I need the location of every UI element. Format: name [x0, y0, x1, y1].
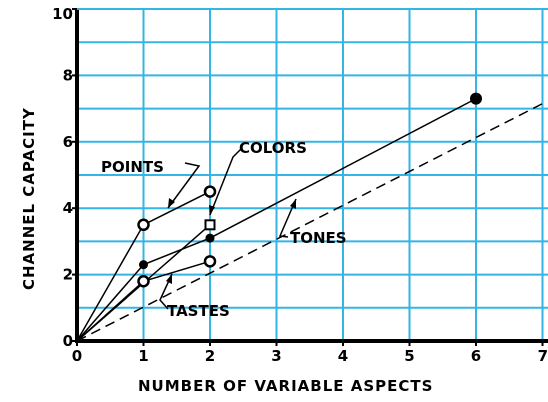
tastes-point: [137, 274, 150, 288]
x-tick-label: 1: [138, 347, 148, 365]
annotations: POINTS COLORS TONES TASTES: [101, 139, 347, 320]
points-label: POINTS: [101, 158, 164, 176]
trend-line: [76, 102, 543, 342]
tastes-annotation: TASTES: [159, 273, 230, 320]
colors-label: COLORS: [239, 139, 307, 157]
points-point: [137, 218, 150, 232]
tones-arrowhead: [290, 199, 296, 209]
points-leader: [167, 162, 201, 209]
x-axis-title: NUMBER OF VARIABLE ASPECTS: [138, 377, 433, 395]
tones-leader: [278, 198, 297, 238]
tones-point: [139, 260, 148, 270]
y-tick-label: 8: [63, 66, 73, 84]
y-axis-title: CHANNEL CAPACITY: [20, 107, 38, 290]
x-tick-label: 3: [271, 347, 281, 365]
tastes-point: [203, 255, 217, 268]
tones-line: [76, 97, 477, 342]
y-tick-label: 10: [52, 5, 73, 23]
tones-label: TONES: [290, 229, 347, 247]
points-arrowhead: [168, 198, 175, 208]
tones-point: [470, 92, 482, 105]
y-tick-label: 6: [63, 133, 73, 151]
tastes-label: TASTES: [167, 302, 230, 320]
colors-annotation: COLORS: [209, 139, 307, 216]
y-tick-label: 4: [63, 199, 73, 217]
x-tick-label: 2: [205, 347, 215, 365]
tick-labels: 0 1 2 3 4 5 6 7 0 2 4 6 8 10: [52, 5, 548, 365]
colors-point: [204, 219, 216, 231]
x-tick-label: 0: [72, 347, 82, 365]
grid: [77, 8, 548, 341]
x-tick-label: 6: [471, 347, 481, 365]
y-tick-label: 2: [63, 266, 73, 284]
tones-annotation: TONES: [278, 198, 347, 247]
colors-leader: [209, 148, 242, 216]
tastes-leader: [159, 273, 173, 310]
x-tick-label: 4: [338, 347, 348, 365]
points-annotation: POINTS: [101, 158, 201, 209]
points-point: [203, 185, 217, 198]
x-tick-label: 7: [538, 347, 548, 365]
tastes-arrowhead: [166, 274, 172, 284]
x-tick-label: 5: [404, 347, 414, 365]
y-tick-label: 0: [63, 332, 73, 350]
colors-arrowhead: [209, 205, 215, 215]
tones-point: [205, 233, 215, 243]
data-markers: [137, 92, 482, 288]
